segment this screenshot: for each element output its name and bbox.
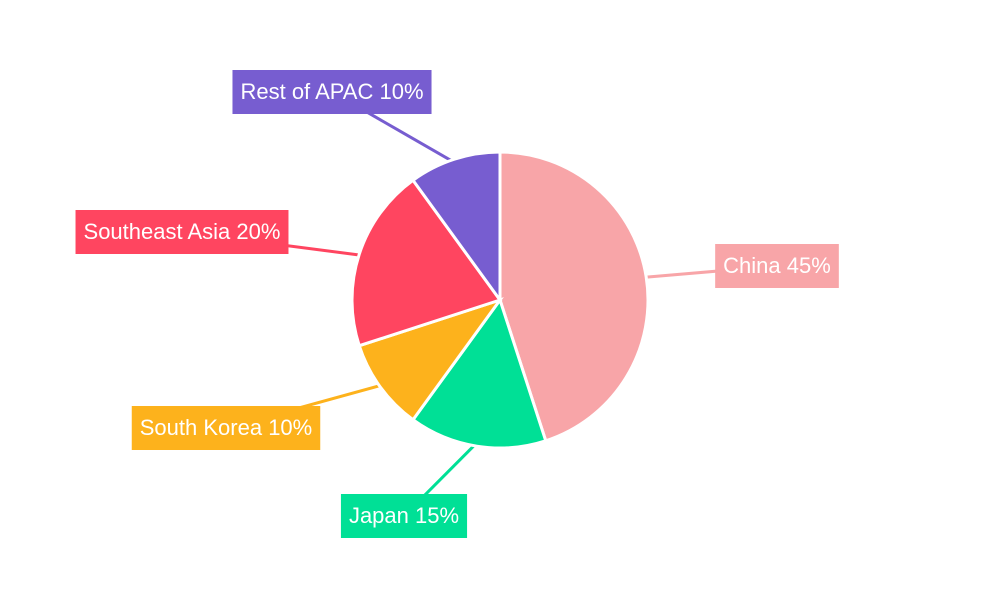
value-label: 15% [415, 503, 459, 528]
data-label: China 45% [723, 253, 831, 278]
label-box [715, 244, 839, 288]
data-label: Japan 15% [349, 503, 459, 528]
label-box [75, 210, 289, 254]
pie-slice [410, 296, 548, 450]
pie-slice [357, 297, 504, 422]
data-label: Rest of APAC 10% [240, 79, 423, 104]
value-label: 10% [379, 79, 423, 104]
category-name: China [723, 253, 781, 278]
category-name: Rest of APAC [240, 79, 373, 104]
pie-slice [410, 150, 502, 305]
pie-slice [350, 178, 503, 348]
label-box [232, 70, 432, 114]
category-name: Japan [349, 503, 409, 528]
category-name: South Korea [140, 415, 263, 440]
category-name: Southeast Asia [84, 219, 232, 244]
slices [350, 150, 650, 450]
value-label: 20% [236, 219, 280, 244]
labels: China 45% Japan 15% South Korea 10% Southea… [75, 70, 839, 538]
data-label: Southeast Asia 20% [84, 219, 281, 244]
label-box [340, 494, 468, 538]
value-label: 10% [268, 415, 312, 440]
value-label: 45% [787, 253, 831, 278]
data-label: South Korea 10% [140, 415, 312, 440]
pie-slice [498, 150, 650, 443]
label-box [131, 406, 321, 450]
